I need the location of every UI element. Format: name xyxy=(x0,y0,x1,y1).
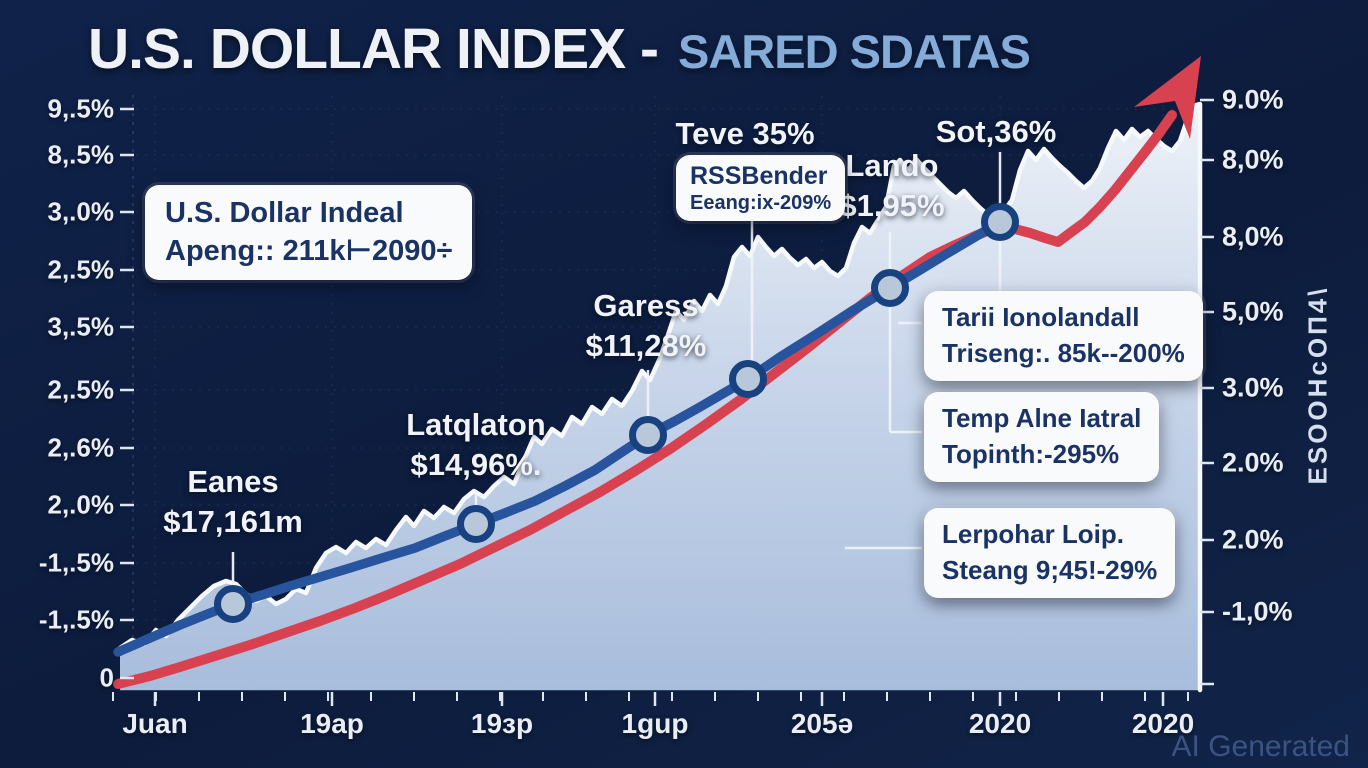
tarii-box: Tarii Ionolandall Triseng:. 85k--200% xyxy=(924,291,1203,381)
box-line: U.S. Dollar Indeal xyxy=(165,197,404,229)
y-axis-label-right: 9.0% xyxy=(1222,84,1284,115)
box-line: Eeang:ix-209% xyxy=(690,192,832,214)
blue-trend-line xyxy=(113,217,1005,657)
callout-label: Garess $11,28% xyxy=(586,286,707,365)
chart-title: U.S. DOLLAR INDEX - SARED SDATAS xyxy=(88,16,1031,82)
axis-ticks xyxy=(112,98,1214,706)
leader-lines xyxy=(231,152,1002,590)
x-axis-label: 19ɜp xyxy=(470,708,534,739)
y-axis-label-right: -1,0% xyxy=(1222,596,1293,627)
box-line: Topinth:-295% xyxy=(942,438,1120,469)
y-axis-label-left: 3,.5% xyxy=(47,311,115,342)
y-axis-label-left: 2,.6% xyxy=(47,432,115,463)
chart-title-accent: SARED SDATAS xyxy=(678,25,1031,78)
callout-line: Eanes xyxy=(187,464,279,499)
box-line: RSSBender xyxy=(690,162,828,190)
blue-series xyxy=(113,217,1005,657)
temp-box: Temp Alne Iatral Topinth:-295% xyxy=(924,392,1160,482)
callout-line: Garess xyxy=(593,288,699,323)
y-axis-label-right: 5,0% xyxy=(1222,296,1284,327)
data-point-markers xyxy=(214,203,1019,623)
y-axis-label-right: 8,0% xyxy=(1222,221,1284,252)
box-line: Lerpohar Loip. xyxy=(942,519,1124,549)
callout-line: $11,28% xyxy=(585,327,707,363)
box-line: Tarii Ionolandall xyxy=(942,302,1140,332)
x-axis-label: 19ap xyxy=(300,708,364,739)
y-axis-label-right: 8,0% xyxy=(1222,144,1284,175)
y-axis-label-right: 3.0% xyxy=(1222,372,1284,403)
y-axis-label-left: 9,.5% xyxy=(47,93,115,124)
box-line: Triseng:. 85k--200% xyxy=(942,337,1185,368)
data-point-marker xyxy=(214,585,252,623)
data-point-marker xyxy=(871,269,909,307)
callout-line: Teve 35% xyxy=(675,116,815,151)
area-outline xyxy=(117,101,1203,693)
y-axis-label-right: 2.0% xyxy=(1222,447,1284,478)
box-line: Temp Alne Iatral xyxy=(942,403,1142,433)
y-axis-label-left: 8,.5% xyxy=(47,139,115,170)
callout-label: Lando $1,95% xyxy=(839,146,944,225)
y-axis-label-left: 0 xyxy=(99,662,114,693)
data-point-marker xyxy=(629,416,667,454)
lerpohar-box: Lerpohar Loip. Steang 9;45!-29% xyxy=(924,508,1176,598)
arrow-head xyxy=(1134,56,1201,139)
x-axis-label: Juan xyxy=(122,708,188,739)
callout-line: Latqlaton xyxy=(406,407,546,442)
callout-line: Sot,36% xyxy=(935,114,1057,149)
callout-line: $1,95% xyxy=(839,187,945,223)
callout-label: Sot,36% xyxy=(936,112,1057,152)
callout-line: $17,161m xyxy=(163,503,303,539)
box-line: Steang 9;45!-29% xyxy=(942,554,1158,585)
x-axis-label: 2020 xyxy=(968,708,1032,739)
red-trend-line xyxy=(113,110,1177,689)
y-axis-label-left: 3,.0% xyxy=(47,196,115,227)
trend-arrow xyxy=(1134,56,1201,139)
x-axis-label: 1gup xyxy=(621,708,689,739)
callout-line: Lando xyxy=(845,148,939,183)
x-axis-label: 2020 xyxy=(1131,708,1195,739)
callout-label: Teve 35% xyxy=(675,114,814,154)
ai-generated-watermark: AI Generated xyxy=(1171,730,1350,763)
chart-title-main: U.S. DOLLAR INDEX - xyxy=(88,17,659,81)
y-axis-label-left: 2,.5% xyxy=(47,254,115,285)
y-axis-label-left: -1,.5% xyxy=(38,547,114,578)
callout-label: Eanes $17,161m xyxy=(163,462,303,541)
rssbender-box: RSSBender Eeang:ix-209% xyxy=(676,155,846,221)
y-axis-label-right: 2.0% xyxy=(1222,524,1284,555)
data-point-marker xyxy=(457,505,495,543)
right-side-vertical-label: ESOOHcOП4\ xyxy=(1302,285,1333,485)
y-axis-label-left: 2,.5% xyxy=(47,374,115,405)
callout-line: $14,96%. xyxy=(410,446,542,482)
box-line: Apeng:: 211k⊢2090÷ xyxy=(165,234,453,267)
data-point-marker xyxy=(981,203,1019,241)
data-point-marker xyxy=(729,360,767,398)
x-axis-label: 205ə xyxy=(790,708,854,739)
y-axis-label-left: -1,.5% xyxy=(38,604,114,635)
callout-label: Latqlaton $14,96%. xyxy=(406,405,546,484)
y-axis-label-left: 2,.0% xyxy=(47,489,115,520)
red-series xyxy=(113,110,1177,689)
